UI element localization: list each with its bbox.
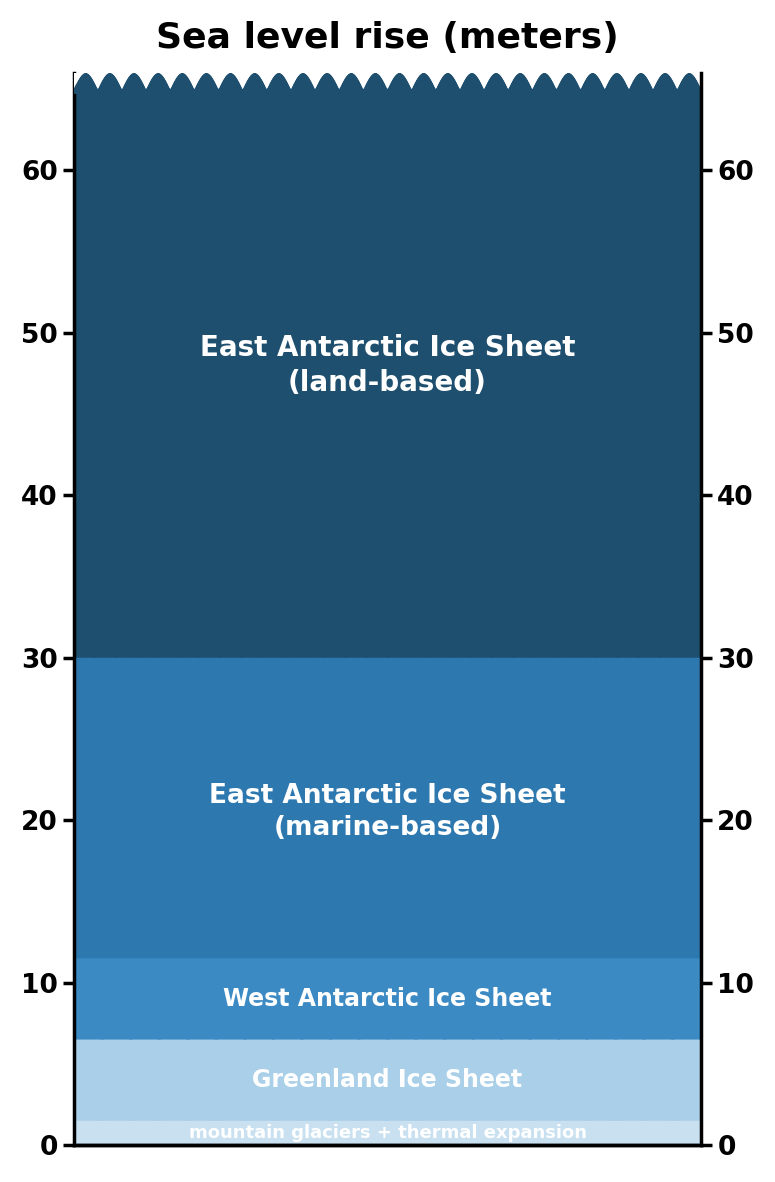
Text: Greenland Ice Sheet: Greenland Ice Sheet	[253, 1069, 522, 1092]
Bar	[74, 657, 701, 959]
Polygon shape	[74, 73, 701, 89]
Text: East Antarctic Ice Sheet
(land-based): East Antarctic Ice Sheet (land-based)	[200, 335, 575, 397]
Polygon shape	[74, 949, 701, 1039]
Polygon shape	[74, 1031, 701, 1121]
Polygon shape	[74, 78, 701, 657]
Bar	[74, 959, 701, 1039]
Bar	[74, 1039, 701, 1121]
Polygon shape	[74, 1113, 701, 1145]
Bar	[74, 89, 701, 657]
Text: West Antarctic Ice Sheet: West Antarctic Ice Sheet	[223, 987, 552, 1011]
Polygon shape	[74, 73, 701, 93]
Bar	[74, 1121, 701, 1145]
Polygon shape	[74, 647, 701, 959]
Text: mountain glaciers + thermal expansion: mountain glaciers + thermal expansion	[188, 1124, 587, 1142]
Title: Sea level rise (meters): Sea level rise (meters)	[156, 21, 619, 54]
Text: East Antarctic Ice Sheet
(marine-based): East Antarctic Ice Sheet (marine-based)	[209, 784, 566, 842]
